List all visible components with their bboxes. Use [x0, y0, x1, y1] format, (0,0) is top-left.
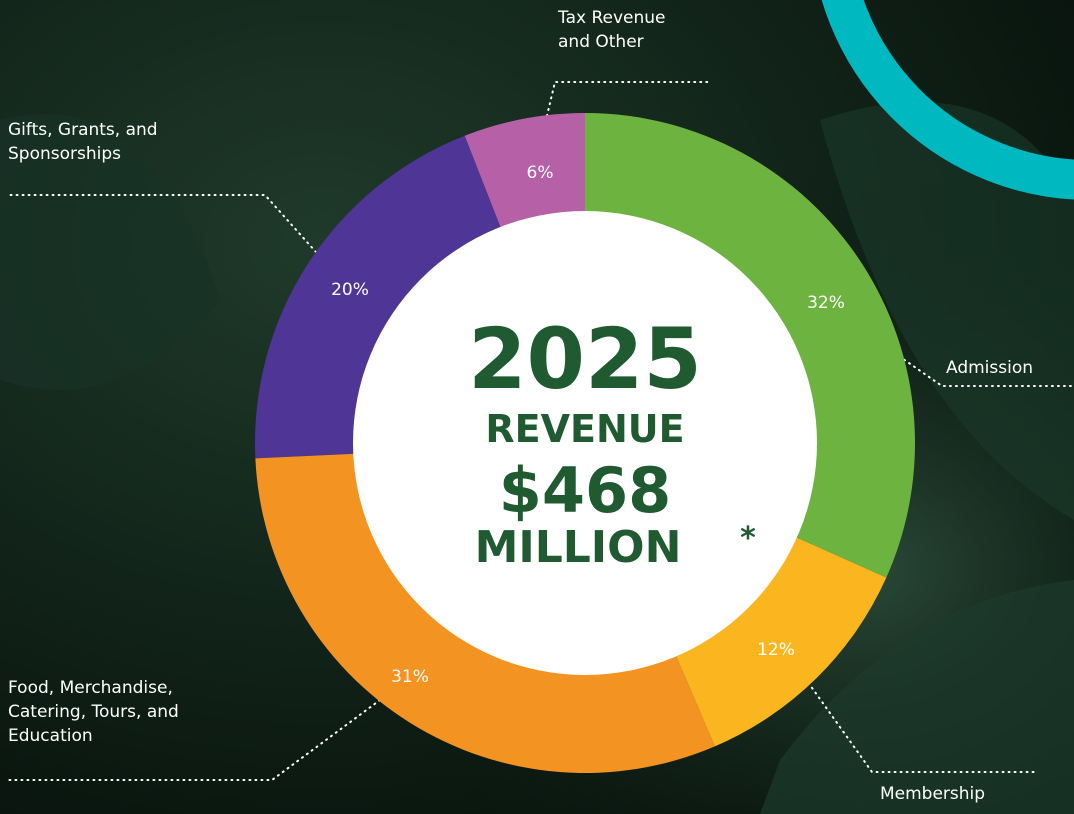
leader-membership: [804, 677, 1036, 773]
center-year: 2025: [468, 310, 702, 408]
value-label: 6%: [526, 163, 554, 183]
leaf: [820, 102, 1074, 520]
donut-segment: [255, 135, 502, 459]
center-note: *: [740, 521, 756, 556]
category-label: Membership: [880, 784, 986, 804]
category-label: Admission: [946, 358, 1034, 378]
leaf: [760, 580, 1074, 814]
donut-segment: [255, 453, 715, 773]
donut-segment: [675, 536, 887, 747]
leader-gifts: [7, 194, 333, 271]
donut-segment: [464, 113, 585, 229]
donut-segment: [585, 113, 915, 578]
center-label: REVENUE: [485, 407, 684, 451]
category-label: Tax Revenue and Other: [558, 8, 666, 52]
value-label: 31%: [391, 667, 429, 687]
category-label: Food, Merchandise, Catering, Tours, and …: [8, 678, 179, 746]
center-unit: MILLION: [475, 522, 682, 573]
center-disc: [353, 211, 817, 675]
value-label: 32%: [807, 293, 845, 313]
value-label: 12%: [757, 640, 795, 660]
leaf: [0, 113, 220, 390]
center-amount: $468: [499, 454, 672, 527]
category-label: Gifts, Grants, and Sponsorships: [8, 120, 158, 164]
value-label: 20%: [331, 280, 369, 300]
leader-tax: [539, 81, 713, 146]
